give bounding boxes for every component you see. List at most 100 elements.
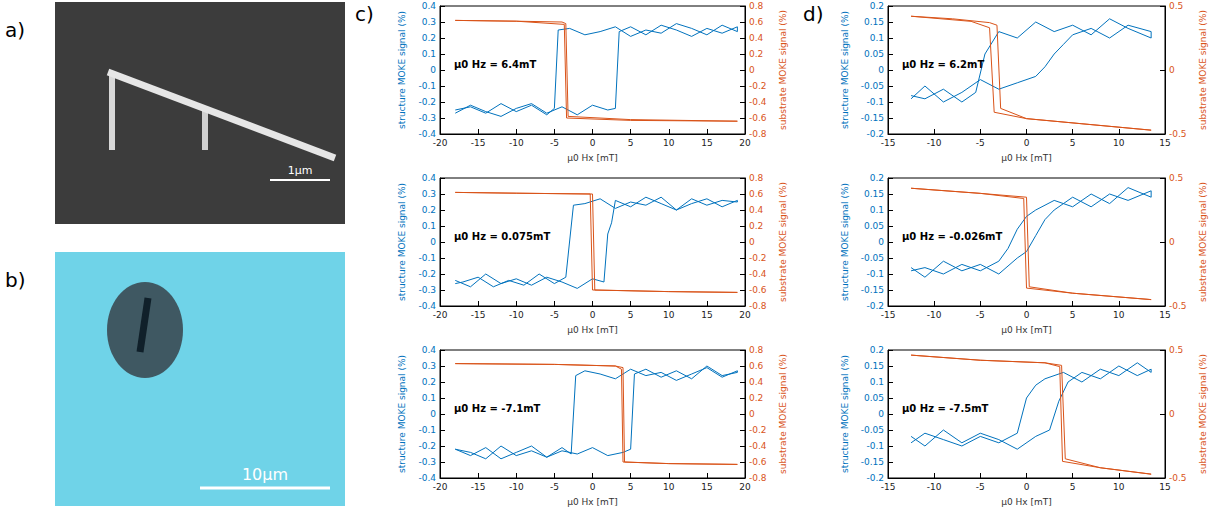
svg-text:0: 0: [1169, 237, 1175, 247]
svg-text:1µm: 1µm: [288, 164, 313, 177]
svg-text:-5: -5: [976, 138, 985, 148]
svg-text:0.05: 0.05: [864, 393, 884, 403]
svg-text:10: 10: [1113, 482, 1125, 492]
svg-text:0.15: 0.15: [864, 189, 884, 199]
svg-text:5: 5: [628, 482, 634, 492]
svg-text:15: 15: [1159, 138, 1170, 148]
svg-text:-5: -5: [976, 482, 985, 492]
svg-text:-5: -5: [550, 482, 559, 492]
svg-text:c): c): [355, 2, 374, 26]
svg-text:μ0 Hx [mT]: μ0 Hx [mT]: [1001, 325, 1052, 335]
svg-text:-10: -10: [509, 138, 524, 148]
svg-text:μ0 Hx [mT]: μ0 Hx [mT]: [567, 153, 618, 163]
svg-text:-15: -15: [471, 482, 486, 492]
svg-text:10: 10: [663, 138, 675, 148]
svg-text:0.1: 0.1: [422, 221, 436, 231]
svg-text:-0.2: -0.2: [418, 97, 436, 107]
svg-text:0.4: 0.4: [749, 377, 764, 387]
svg-text:0.4: 0.4: [749, 205, 764, 215]
svg-text:-0.6: -0.6: [749, 113, 767, 123]
svg-text:0.2: 0.2: [749, 49, 763, 59]
svg-text:0.4: 0.4: [422, 345, 437, 355]
svg-text:-5: -5: [976, 310, 985, 320]
svg-text:structure MOKE signal (%): structure MOKE signal (%): [397, 355, 407, 473]
svg-text:-0.2: -0.2: [749, 81, 767, 91]
svg-text:b): b): [5, 268, 26, 292]
svg-text:0.2: 0.2: [870, 345, 884, 355]
svg-text:-10: -10: [509, 310, 524, 320]
svg-text:0.1: 0.1: [422, 393, 436, 403]
svg-text:0.2: 0.2: [422, 33, 436, 43]
svg-text:-5: -5: [550, 138, 559, 148]
svg-text:-0.4: -0.4: [749, 441, 767, 451]
svg-text:-0.4: -0.4: [749, 97, 767, 107]
svg-text:substrate MOKE signal (%): substrate MOKE signal (%): [778, 182, 788, 302]
svg-text:5: 5: [1070, 138, 1076, 148]
svg-text:0.1: 0.1: [422, 49, 436, 59]
svg-text:0.3: 0.3: [422, 361, 436, 371]
svg-text:0.2: 0.2: [870, 173, 884, 183]
svg-text:-0.1: -0.1: [866, 441, 884, 451]
svg-text:15: 15: [701, 138, 712, 148]
svg-text:0.2: 0.2: [749, 221, 763, 231]
svg-text:0: 0: [590, 482, 596, 492]
svg-text:-0.8: -0.8: [749, 473, 767, 483]
svg-text:substrate MOKE signal (%): substrate MOKE signal (%): [778, 354, 788, 474]
svg-text:0: 0: [1024, 138, 1030, 148]
svg-text:0.4: 0.4: [749, 33, 764, 43]
svg-text:-0.5: -0.5: [1169, 301, 1187, 311]
svg-text:5: 5: [628, 138, 634, 148]
svg-text:-10: -10: [509, 482, 524, 492]
svg-text:-15: -15: [471, 310, 486, 320]
svg-text:-20: -20: [433, 138, 448, 148]
svg-text:0: 0: [1169, 65, 1175, 75]
svg-text:0.05: 0.05: [864, 49, 884, 59]
svg-text:15: 15: [1159, 310, 1170, 320]
svg-text:0.1: 0.1: [870, 205, 884, 215]
svg-text:-0.2: -0.2: [749, 425, 767, 435]
svg-text:0.1: 0.1: [870, 377, 884, 387]
svg-text:structure MOKE signal (%): structure MOKE signal (%): [840, 355, 850, 473]
svg-text:-0.05: -0.05: [861, 425, 884, 435]
svg-text:0: 0: [1024, 310, 1030, 320]
svg-text:0: 0: [1169, 409, 1175, 419]
svg-text:-0.1: -0.1: [418, 253, 436, 263]
svg-text:μ0 Hz = -7.5mT: μ0 Hz = -7.5mT: [902, 403, 989, 414]
svg-text:structure MOKE signal (%): structure MOKE signal (%): [397, 11, 407, 129]
svg-text:10: 10: [663, 310, 675, 320]
svg-text:-0.6: -0.6: [749, 457, 767, 467]
svg-text:0.1: 0.1: [870, 33, 884, 43]
svg-text:-0.05: -0.05: [861, 81, 884, 91]
svg-text:15: 15: [1159, 482, 1170, 492]
svg-text:-0.3: -0.3: [418, 285, 436, 295]
svg-text:-10: -10: [927, 482, 942, 492]
svg-text:0.2: 0.2: [422, 205, 436, 215]
svg-text:-0.15: -0.15: [861, 285, 884, 295]
svg-text:0.3: 0.3: [422, 189, 436, 199]
svg-text:-20: -20: [433, 482, 448, 492]
svg-text:μ0 Hx [mT]: μ0 Hx [mT]: [567, 325, 618, 335]
svg-text:0.3: 0.3: [422, 17, 436, 27]
svg-text:0.05: 0.05: [864, 221, 884, 231]
svg-text:substrate MOKE signal (%): substrate MOKE signal (%): [1198, 354, 1208, 474]
svg-text:5: 5: [1070, 310, 1076, 320]
svg-text:0: 0: [430, 237, 436, 247]
svg-text:15: 15: [701, 482, 712, 492]
svg-text:0: 0: [590, 138, 596, 148]
svg-text:-0.2: -0.2: [749, 253, 767, 263]
svg-text:-0.8: -0.8: [749, 301, 767, 311]
svg-text:μ0 Hz = 6.4mT: μ0 Hz = 6.4mT: [454, 59, 536, 70]
svg-text:20: 20: [739, 482, 751, 492]
svg-text:15: 15: [701, 310, 712, 320]
svg-text:-0.5: -0.5: [1169, 129, 1187, 139]
svg-text:0: 0: [1024, 482, 1030, 492]
svg-text:-0.5: -0.5: [1169, 473, 1187, 483]
svg-text:0.6: 0.6: [749, 361, 764, 371]
svg-text:structure MOKE signal (%): structure MOKE signal (%): [397, 183, 407, 301]
svg-text:0: 0: [878, 237, 884, 247]
svg-text:-0.3: -0.3: [418, 113, 436, 123]
svg-text:-15: -15: [881, 482, 896, 492]
svg-text:-15: -15: [881, 138, 896, 148]
svg-text:0.4: 0.4: [422, 1, 437, 11]
svg-text:0.5: 0.5: [1169, 1, 1183, 11]
